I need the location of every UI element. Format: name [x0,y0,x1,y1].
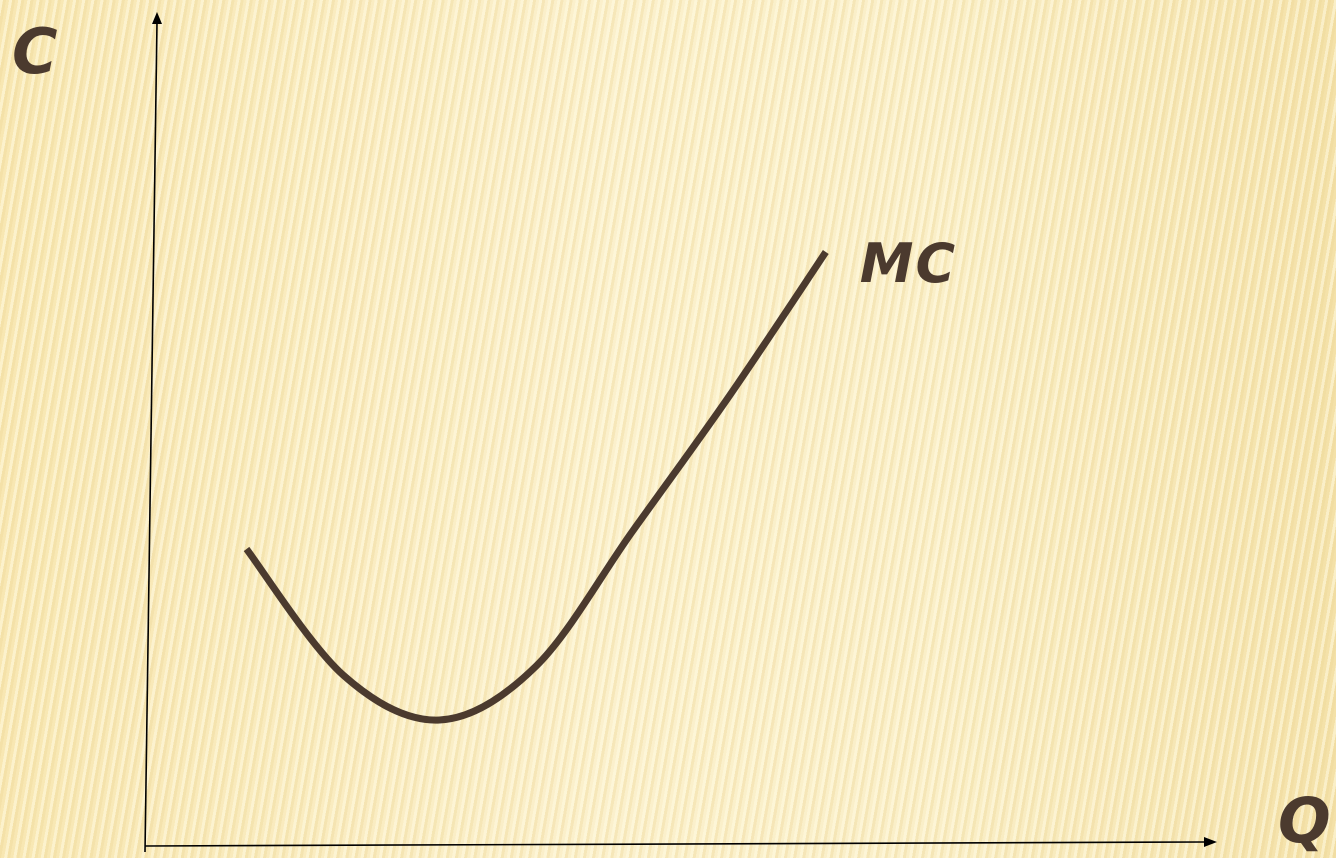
mc-curve-label: MC [860,232,957,295]
y-axis-label: C [12,15,58,88]
x-axis-label: Q [1278,784,1331,857]
y-axis [144,12,162,853]
mc-curve [243,250,829,724]
x-axis [144,837,1217,847]
